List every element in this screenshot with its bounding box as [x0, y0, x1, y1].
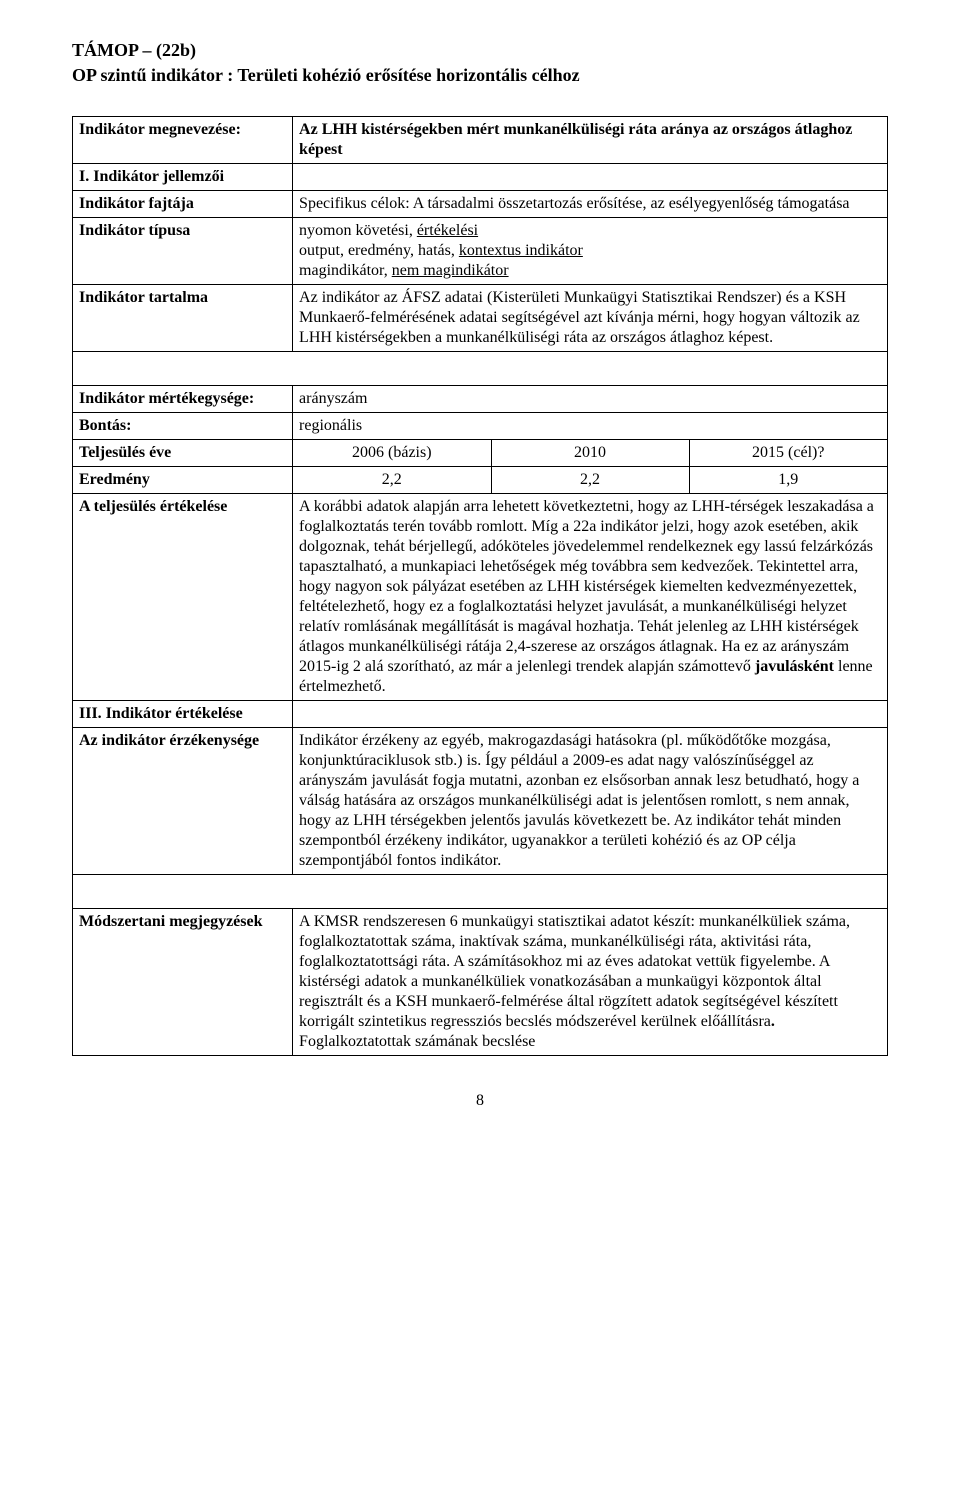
row-label: Indikátor tartalma: [73, 285, 293, 352]
section-subtitle: OP szintű indikátor : Területi kohézió e…: [72, 65, 888, 86]
row-value: [293, 701, 888, 728]
table-row: Indikátor típusa nyomon követési, értéke…: [73, 218, 888, 285]
row-value: arányszám: [293, 386, 888, 413]
table-row: Indikátor tartalma Az indikátor az ÁFSZ …: [73, 285, 888, 352]
year-baseline: 2006 (bázis): [293, 440, 491, 466]
year-target: 2015 (cél)?: [689, 440, 887, 466]
table-row: Eredmény 2,2 2,2 1,9: [73, 467, 888, 494]
row-label: I. Indikátor jellemzői: [73, 164, 293, 191]
table-row: Módszertani megjegyzések A KMSR rendszer…: [73, 909, 888, 1056]
row-value: [293, 164, 888, 191]
result-mid: 2,2: [491, 467, 689, 493]
row-value: regionális: [293, 413, 888, 440]
page: TÁMOP – (22b) OP szintű indikátor : Terü…: [0, 0, 960, 1140]
table-row: Indikátor mértékegysége: arányszám: [73, 386, 888, 413]
table-row: Indikátor megnevezése: Az LHH kistérsége…: [73, 117, 888, 164]
row-value: Az indikátor az ÁFSZ adatai (Kisterületi…: [293, 285, 888, 352]
table-row: Bontás: regionális: [73, 413, 888, 440]
row-value: Specifikus célok: A társadalmi összetart…: [293, 191, 888, 218]
table-row: Indikátor fajtája Specifikus célok: A tá…: [73, 191, 888, 218]
table-row: I. Indikátor jellemzői: [73, 164, 888, 191]
year-mid: 2010: [491, 440, 689, 466]
row-value: A korábbi adatok alapján arra lehetett k…: [293, 494, 888, 701]
row-label: Indikátor mértékegysége:: [73, 386, 293, 413]
row-label: Indikátor megnevezése:: [73, 117, 293, 164]
row-label: III. Indikátor értékelése: [73, 701, 293, 728]
spacer-row: [73, 352, 888, 386]
spacer-row: [73, 875, 888, 909]
row-label: Indikátor fajtája: [73, 191, 293, 218]
result-baseline: 2,2: [293, 467, 491, 493]
row-value: Indikátor érzékeny az egyéb, makrogazdas…: [293, 728, 888, 875]
table-row: A teljesülés értékelése A korábbi adatok…: [73, 494, 888, 701]
page-number: 8: [72, 1092, 888, 1110]
row-value: 2,2 2,2 1,9: [293, 467, 888, 494]
row-label: Eredmény: [73, 467, 293, 494]
table-row: Teljesülés éve 2006 (bázis) 2010 2015 (c…: [73, 440, 888, 467]
row-label: A teljesülés értékelése: [73, 494, 293, 701]
result-target: 1,9: [689, 467, 887, 493]
row-value: A KMSR rendszeresen 6 munkaügyi statiszt…: [293, 909, 888, 1056]
row-label: Módszertani megjegyzések: [73, 909, 293, 1056]
row-label: Az indikátor érzékenysége: [73, 728, 293, 875]
row-label: Indikátor típusa: [73, 218, 293, 285]
table-row: III. Indikátor értékelése: [73, 701, 888, 728]
table-row: Az indikátor érzékenysége Indikátor érzé…: [73, 728, 888, 875]
row-value: nyomon követési, értékelési output, ered…: [293, 218, 888, 285]
indicator-table: Indikátor megnevezése: Az LHH kistérsége…: [72, 116, 888, 1056]
row-value: 2006 (bázis) 2010 2015 (cél)?: [293, 440, 888, 467]
row-label: Teljesülés éve: [73, 440, 293, 467]
row-label: Bontás:: [73, 413, 293, 440]
row-value: Az LHH kistérségekben mért munkanélkülis…: [293, 117, 888, 164]
section-title: TÁMOP – (22b): [72, 40, 888, 61]
